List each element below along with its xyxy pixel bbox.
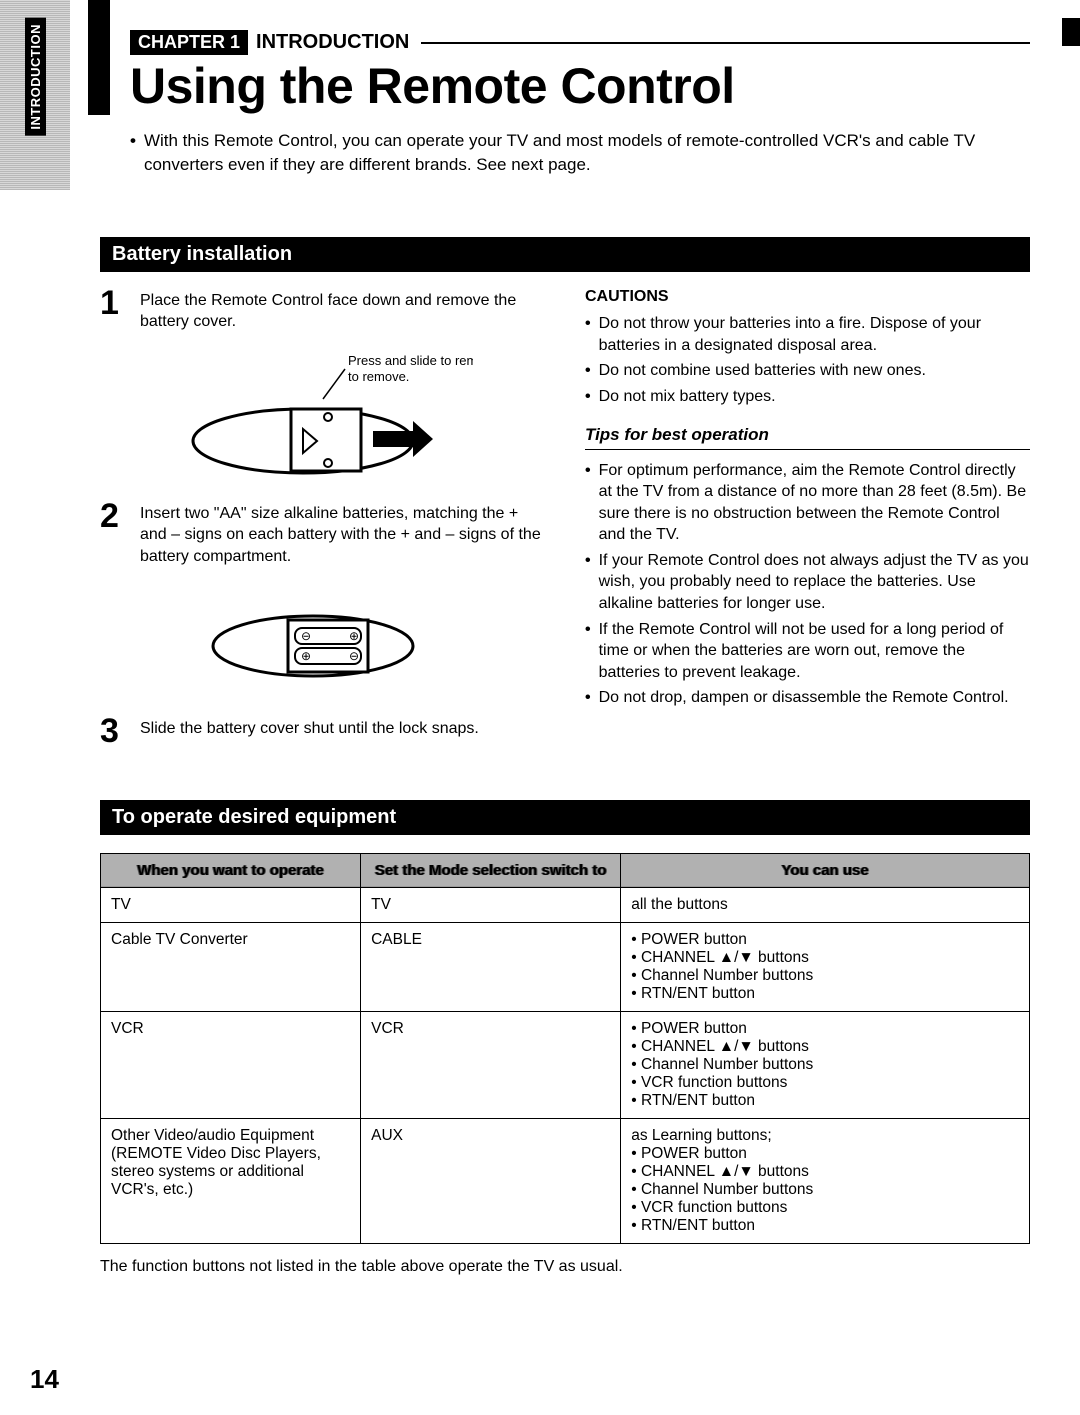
table-footnote: The function buttons not listed in the t… [100, 1258, 1030, 1276]
svg-text:⊕: ⊕ [349, 629, 359, 643]
mode-table: When you want to operate Set the Mode se… [100, 853, 1030, 1244]
table-cell: POWER buttonCHANNEL ▲/▼ buttonsChannel N… [621, 1011, 1030, 1118]
remote-cover-diagram: Press and slide to remove. to remove. [173, 351, 473, 481]
section-battery-heading: Battery installation [100, 237, 1030, 272]
table-row: Cable TV ConverterCABLEPOWER buttonCHANN… [101, 922, 1030, 1011]
list-item: Do not drop, dampen or disassemble the R… [585, 687, 1030, 709]
step-2: 2 Insert two "AA" size alkaline batterie… [100, 499, 545, 568]
section-operate-heading: To operate desired equipment [100, 800, 1030, 835]
cautions-list: Do not throw your batteries into a fire.… [585, 313, 1030, 407]
page-corner-mark [1062, 18, 1080, 46]
list-item: Do not throw your batteries into a fire.… [585, 313, 1030, 356]
list-item: Do not combine used batteries with new o… [585, 360, 1030, 382]
step-text: Insert two "AA" size alkaline batteries,… [140, 499, 545, 568]
chapter-label: INTRODUCTION [256, 31, 409, 54]
page-number: 14 [30, 1364, 59, 1395]
table-cell: AUX [361, 1118, 621, 1243]
battery-insert-diagram: ⊖ ⊕ ⊕ ⊖ [193, 586, 453, 696]
table-cell: TV [101, 887, 361, 922]
page-title: Using the Remote Control [130, 57, 1030, 115]
step-number: 1 [100, 286, 128, 333]
chapter-badge: CHAPTER 1 [130, 30, 248, 55]
table-row: TVTVall the buttons [101, 887, 1030, 922]
step-text: Place the Remote Control face down and r… [140, 286, 545, 333]
list-item: If the Remote Control will not be used f… [585, 619, 1030, 684]
table-cell: Cable TV Converter [101, 922, 361, 1011]
tips-heading: Tips for best operation [585, 424, 1030, 450]
intro-paragraph: • With this Remote Control, you can oper… [130, 129, 1030, 177]
table-row: VCRVCRPOWER buttonCHANNEL ▲/▼ buttonsCha… [101, 1011, 1030, 1118]
cautions-heading: CAUTIONS [585, 286, 1030, 308]
table-cell: CABLE [361, 922, 621, 1011]
table-cell: VCR [361, 1011, 621, 1118]
table-cell: TV [361, 887, 621, 922]
list-item: For optimum performance, aim the Remote … [585, 460, 1030, 546]
chapter-rule [421, 42, 1030, 44]
left-column: 1 Place the Remote Control face down and… [100, 286, 545, 766]
chapter-line: CHAPTER 1 INTRODUCTION [130, 30, 1030, 55]
table-cell: POWER buttonCHANNEL ▲/▼ buttonsChannel N… [621, 922, 1030, 1011]
step-number: 3 [100, 714, 128, 748]
table-header: You can use [621, 853, 1030, 887]
svg-text:⊕: ⊕ [301, 649, 311, 663]
table-cell: Other Video/audio Equipment (REMOTE Vide… [101, 1118, 361, 1243]
step-1: 1 Place the Remote Control face down and… [100, 286, 545, 333]
step-3: 3 Slide the battery cover shut until the… [100, 714, 545, 748]
table-row: Other Video/audio Equipment (REMOTE Vide… [101, 1118, 1030, 1243]
svg-text:to remove.: to remove. [348, 369, 409, 384]
svg-text:Press and slide to remove.: Press and slide to remove. [348, 353, 473, 368]
table-cell: all the buttons [621, 887, 1030, 922]
svg-text:⊖: ⊖ [349, 649, 359, 663]
side-tab: INTRODUCTION [0, 0, 70, 190]
step-text: Slide the battery cover shut until the l… [140, 714, 479, 748]
svg-text:⊖: ⊖ [301, 629, 311, 643]
intro-text: With this Remote Control, you can operat… [144, 129, 1030, 177]
right-column: CAUTIONS Do not throw your batteries int… [585, 286, 1030, 766]
table-cell: as Learning buttons;POWER buttonCHANNEL … [621, 1118, 1030, 1243]
table-cell: VCR [101, 1011, 361, 1118]
list-item: If your Remote Control does not always a… [585, 550, 1030, 615]
title-left-bar [88, 0, 110, 115]
side-tab-label: INTRODUCTION [25, 18, 46, 136]
table-header: Set the Mode selection switch to [361, 853, 621, 887]
table-header: When you want to operate [101, 853, 361, 887]
list-item: Do not mix battery types. [585, 386, 1030, 408]
tips-list: For optimum performance, aim the Remote … [585, 460, 1030, 710]
bullet-icon: • [130, 129, 136, 177]
step-number: 2 [100, 499, 128, 568]
